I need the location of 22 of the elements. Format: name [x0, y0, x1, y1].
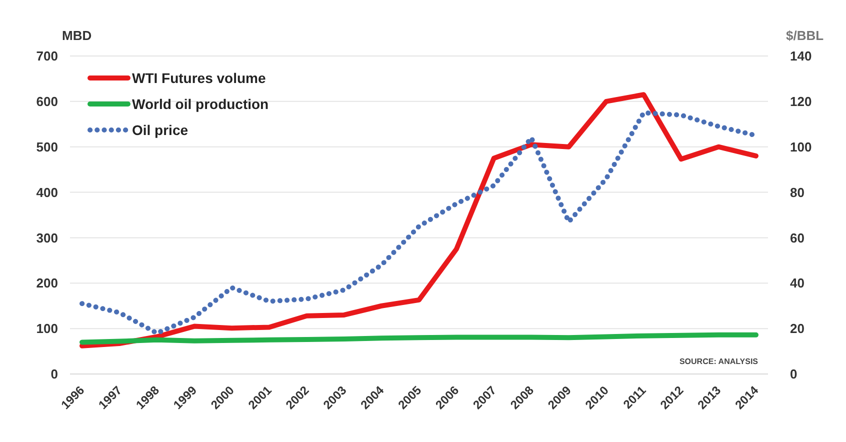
y2-tick-label: 0: [790, 366, 798, 382]
y2-tick-label: 140: [790, 48, 812, 64]
y-tick-label: 300: [36, 230, 58, 246]
legend-label: World oil production: [132, 96, 269, 112]
y2-tick-label: 60: [790, 230, 804, 246]
y-tick-label: 600: [36, 94, 58, 109]
annotation: SOURCE: ANALYSIS: [679, 357, 759, 366]
y-tick-label: 200: [36, 276, 58, 291]
y2-tick-label: 80: [790, 184, 804, 200]
y2-tick-label: 100: [790, 139, 812, 154]
y2-tick-label: 40: [790, 276, 804, 291]
y-tick-label: 500: [36, 139, 58, 154]
y-tick-label: 400: [36, 184, 58, 200]
legend-label: Oil price: [132, 122, 188, 138]
y-tick-label: 700: [36, 48, 58, 64]
legend-label: WTI Futures volume: [132, 70, 266, 86]
y2-tick-label: 120: [790, 94, 812, 109]
y-tick-label: 100: [36, 321, 58, 336]
y-tick-label: 0: [50, 366, 58, 382]
y-axis-title: MBD: [62, 28, 92, 43]
y2-axis-title: $/BBL: [786, 28, 824, 43]
y2-tick-label: 20: [790, 321, 804, 336]
